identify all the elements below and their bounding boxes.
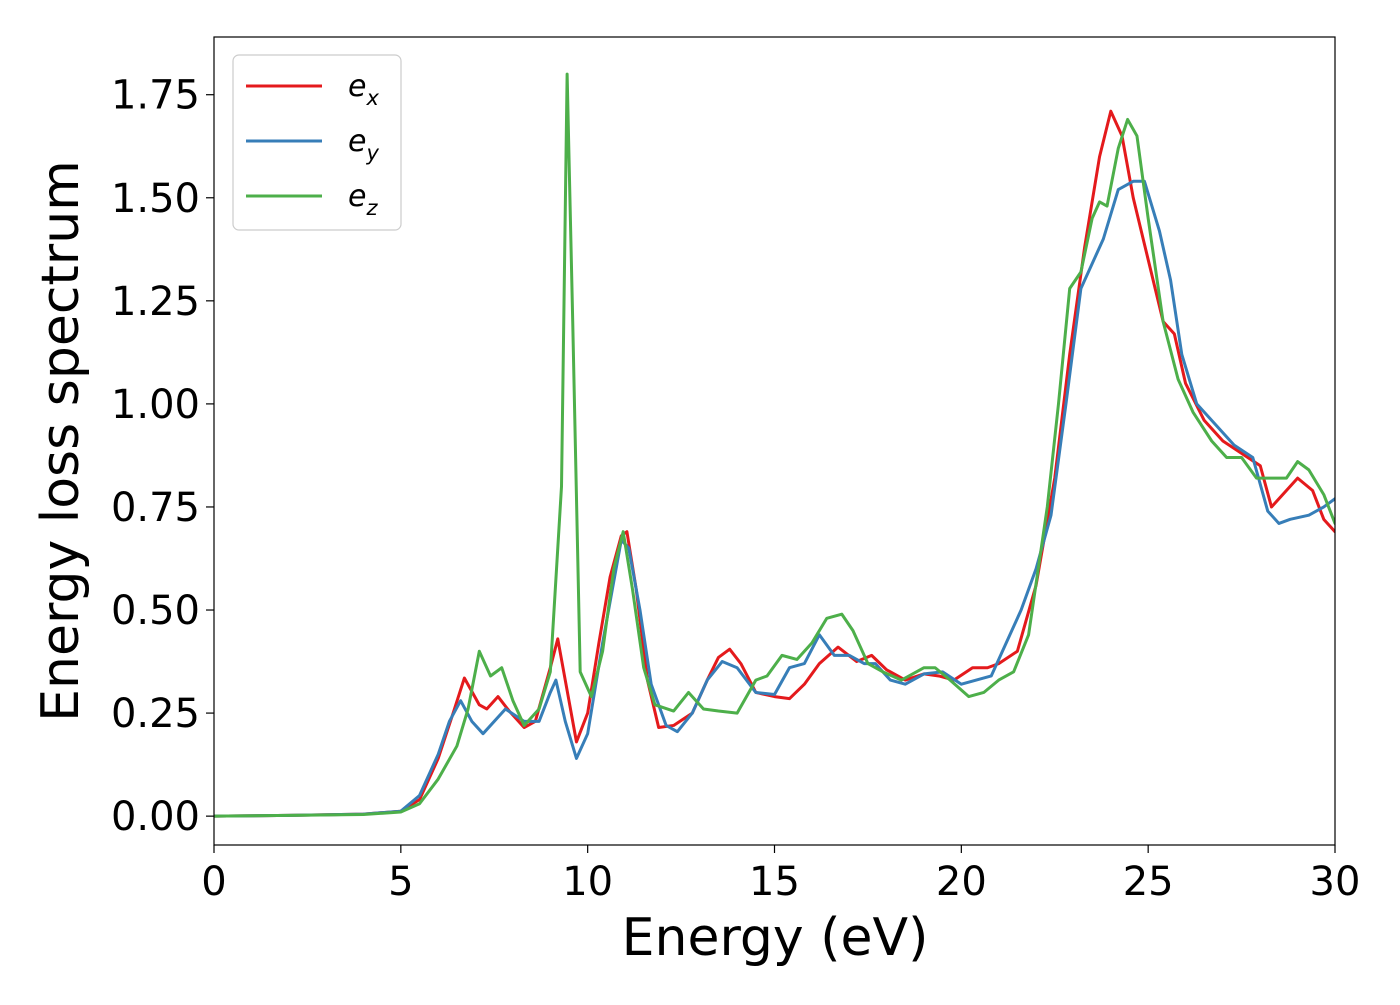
y-axis-label: Energy loss spectrum [31, 160, 91, 722]
y-tick-label: 1.00 [111, 382, 200, 428]
x-tick-label: 10 [562, 859, 613, 905]
y-tick-label: 1.75 [111, 73, 200, 119]
y-tick-label: 1.50 [111, 176, 200, 222]
y-tick-label: 0.75 [111, 485, 200, 531]
y-tick-label: 0.50 [111, 588, 200, 634]
series-line-x [214, 109, 1335, 818]
legend-label-y: ey [348, 124, 379, 165]
x-tick-label: 15 [749, 859, 800, 905]
x-tick-label: 0 [201, 859, 226, 905]
y-tick-label: 0.00 [111, 794, 200, 840]
x-tick-label: 25 [1123, 859, 1174, 905]
x-axis-label: Energy (eV) [622, 908, 929, 968]
series-layer [214, 72, 1335, 818]
y-tick-label: 0.25 [111, 691, 200, 737]
series-line-z [214, 72, 1335, 818]
axes-layer: 0 5 10 15 20 25 30 0.00 0.25 0.50 0.75 1.00 1.25 1.50… [111, 36, 1361, 905]
legend-label-x: ex [348, 69, 379, 110]
legend-label-z: ez [348, 179, 378, 220]
x-tick-label: 20 [936, 859, 987, 905]
y-tick-label: 1.25 [111, 279, 200, 325]
x-tick-label: 5 [388, 859, 413, 905]
x-tick-label: 30 [1310, 859, 1361, 905]
legend: ex ey ez [232, 54, 402, 231]
